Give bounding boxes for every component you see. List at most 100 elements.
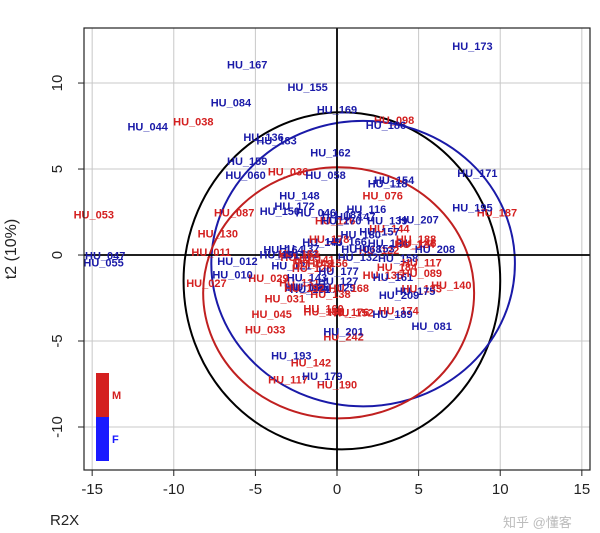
x-tick-label: 0 (333, 481, 341, 498)
cluster-point-label: HU_145 (302, 237, 342, 249)
x-tick-label: 10 (492, 481, 509, 498)
cluster-point-label: HU_124 (395, 239, 436, 251)
point-label-hu_045: HU_045 (252, 309, 292, 321)
point-label-hu_201: HU_201 (323, 326, 363, 338)
ellipse-0 (182, 111, 502, 451)
point-label-hu_046: HU_046 (296, 208, 336, 220)
cluster-point-label: HU_163 (279, 249, 319, 261)
point-label-hu_081: HU_081 (411, 321, 451, 333)
legend-label-f: F (112, 434, 119, 446)
point-label-hu_130: HU_130 (198, 228, 238, 240)
legend-swatch-f (96, 417, 109, 461)
cluster-point-label: HU_192 (284, 283, 324, 295)
cluster-point-label: HU_164 (263, 244, 304, 256)
point-label-hu_053: HU_053 (74, 209, 114, 221)
cluster-point-label: HU_180 (341, 230, 381, 242)
y-axis-ticks: -10 -5 0 5 10 (49, 75, 84, 438)
point-label-hu_242: HU_242 (323, 331, 363, 343)
y-axis-title: t2 (10%) (3, 219, 20, 279)
cluster-point-label: HU_128 (292, 263, 332, 275)
point-label-hu_033: HU_033 (245, 325, 285, 337)
point-label-hu_084: HU_084 (211, 98, 252, 110)
cluster-point-label: HU_175 (395, 286, 435, 298)
cluster-point-label: HU_121 (271, 261, 311, 273)
cluster-point-label: HU_122 (359, 245, 399, 257)
cluster-point-label: HU_165 (280, 252, 320, 264)
cluster-point-label: HU_147 (335, 212, 375, 224)
cluster-point-label: HU_141 (294, 254, 334, 266)
point-label-hu_036: HU_036 (268, 166, 308, 178)
cluster-point-label: HU_125 (287, 282, 327, 294)
legend-swatch-m (96, 373, 109, 417)
x-tick-label: -5 (249, 481, 262, 498)
point-label-hu_193: HU_193 (271, 350, 311, 362)
point-label-hu_012: HU_012 (217, 256, 257, 268)
cluster-point-label: HU_151 (290, 284, 330, 296)
cluster-point-label: HU_143 (287, 272, 327, 284)
cluster-point-label: HU_182 (322, 210, 362, 222)
legend-label-m: M (112, 390, 121, 402)
corner-label: R2X (50, 512, 80, 529)
legend: MF (96, 373, 121, 461)
cluster-point-label: HU_149 (292, 258, 332, 270)
cluster-point-label: HU_138 (310, 289, 350, 301)
cluster-point-label: HU_132 (338, 252, 378, 264)
point-label-hu_098: HU_098 (374, 115, 414, 127)
ellipse-1 (210, 119, 516, 408)
cluster-point-label: HU_156 (307, 258, 347, 270)
point-label-hu_089: HU_089 (402, 268, 442, 280)
y-tick-label: 0 (49, 251, 66, 259)
cluster-point-label: HU_191 (259, 249, 299, 261)
cluster-point-label: HU_160 (303, 303, 343, 315)
point-label-hu_029: HU_029 (248, 273, 288, 285)
cluster-point-label: HU_188 (396, 234, 436, 246)
point-label-hu_047: HU_047 (85, 251, 125, 263)
point-label-hu_118: HU_118 (368, 178, 408, 190)
cluster-point-label: HU_153 (354, 244, 394, 256)
point-label-hu_055: HU_055 (83, 258, 123, 270)
cluster-point-label: HU_158 (378, 253, 418, 265)
cluster-point-label: HU_137 (279, 243, 319, 255)
cluster-point-label: HU_181 (304, 307, 344, 319)
cluster-point-label: HU_139 (367, 215, 407, 227)
cluster-point-label: HU_177 (318, 266, 358, 278)
point-label-hu_150: HU_150 (260, 206, 300, 218)
point-label-hu_159: HU_159 (227, 156, 267, 168)
cluster-point-label: HU_127 (318, 276, 358, 288)
point-label-hu_116: HU_116 (346, 204, 386, 216)
point-label-hu_148: HU_148 (279, 190, 319, 202)
cluster-point-label: HU_134 (368, 238, 409, 250)
point-label-hu_117: HU_117 (268, 374, 308, 386)
watermark: 知乎 @懂客 (503, 515, 572, 530)
data-points: HU_053 HU_038 HU_098 HU_036 HU_130 HU_087 HU_0… (74, 41, 518, 392)
point-label-hu_038: HU_038 (173, 116, 213, 128)
point-label-hu_155: HU_155 (287, 82, 327, 94)
point-label-hu_195: HU_195 (452, 202, 492, 214)
point-label-hu_179: HU_179 (302, 371, 342, 383)
cluster-point-label: HU_184 (377, 262, 418, 274)
x-tick-label: -15 (81, 481, 103, 498)
point-label-hu_058: HU_058 (305, 170, 345, 182)
point-label-hu_136: HU_136 (243, 132, 283, 144)
point-label-hu_183: HU_183 (256, 135, 296, 147)
ellipse-2 (202, 166, 476, 420)
cluster-point-label: HU_161 (373, 272, 413, 284)
point-label-hu_011: HU_011 (191, 247, 231, 259)
zero-axes (84, 28, 590, 470)
point-label-hu_154: HU_154 (374, 175, 415, 187)
cluster-point-label: HU_152 (333, 308, 373, 320)
x-tick-label: 5 (414, 481, 422, 498)
cluster-point-label: HU_176 (329, 307, 369, 319)
point-label-hu_207: HU_207 (398, 215, 438, 227)
point-label-hu_044: HU_044 (127, 122, 168, 134)
cluster-point-label: HU_135 (363, 270, 403, 282)
cluster-point-label: HU_166 (327, 237, 367, 249)
cluster-point-label: HU_131 (279, 277, 319, 289)
x-tick-label: 15 (573, 481, 590, 498)
cluster-point-label: HU_174 (378, 305, 419, 317)
y-tick-label: -5 (49, 334, 66, 347)
x-tick-label: -10 (163, 481, 185, 498)
point-label-hu_172: HU_172 (274, 201, 314, 213)
cluster-point-label: HU_146 (396, 238, 436, 250)
y-tick-label: -10 (49, 416, 66, 438)
